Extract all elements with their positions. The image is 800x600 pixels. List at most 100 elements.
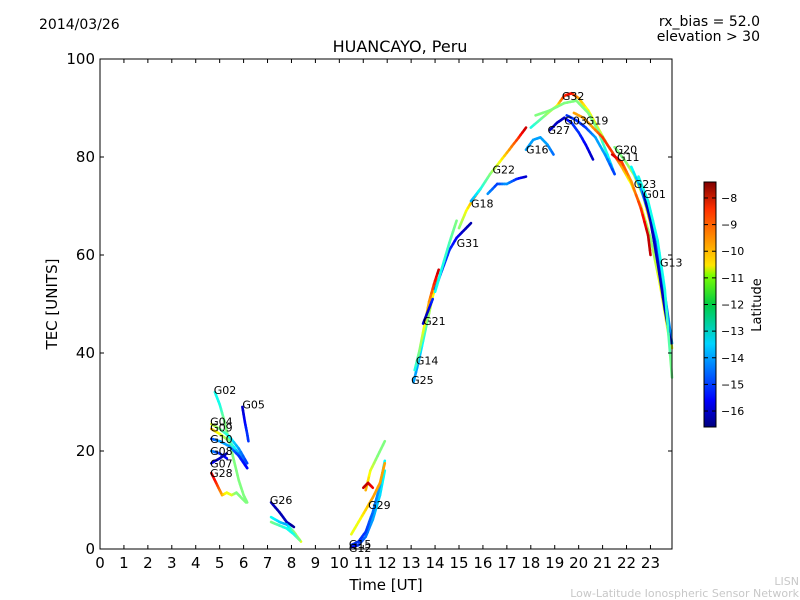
series-segment [430,297,435,304]
colorbar-tick-label: −8 [721,192,737,205]
colorbar-tick-label: −9 [721,219,737,232]
series-G29 [349,461,387,536]
prn-label-G31: G31 [457,237,480,250]
series-segment [651,248,657,263]
colorbar-tick-label: −12 [721,299,744,312]
x-tick-label: 20 [569,554,588,572]
series-G11 [610,153,652,257]
series-segment [610,168,616,176]
x-tick-label: 0 [95,554,105,572]
series-G16 [524,136,555,156]
series-G14 [413,268,441,372]
x-tick-label: 3 [167,554,177,572]
series-segment [656,251,661,265]
series-segment [659,263,665,279]
prn-label-G26: G26 [270,494,293,507]
series-G15 [349,469,387,549]
x-tick-label: 1 [119,554,129,572]
x-tick-label: 10 [330,554,349,572]
series-segment [522,126,528,132]
series-segment [649,219,654,233]
series-segment [656,239,661,254]
series-segment [646,199,652,213]
y-tick-label: 20 [76,442,95,460]
y-ticks: 0 20 40 60 80 100 [66,50,672,558]
series-segment [467,221,473,227]
series-segment [652,240,658,254]
series-G31b [433,219,458,294]
x-tick-label: 9 [311,554,321,572]
series-segment [656,261,661,276]
prn-label-G05: G05 [242,399,265,412]
prn-label-G29: G29 [368,499,391,512]
x-tick-label: 5 [215,554,225,572]
prn-label-G07: G07 [210,457,233,470]
series-G10 [210,437,249,470]
series-segment [649,209,655,222]
series-G27 [548,116,595,161]
prn-label-G09: G09 [210,422,233,435]
x-tick-label: 23 [641,554,660,572]
y-tick-label: 60 [76,246,95,264]
series-G04 [210,422,249,465]
x-tick-label: 13 [402,554,421,572]
series-segment [649,236,655,251]
rx-bias-label: rx_bias = 52.0 [658,14,760,30]
plot-frame [99,58,673,550]
series-segment [658,272,663,287]
prn-label-G10: G10 [210,433,233,446]
prn-label-G27: G27 [548,124,571,137]
prn-label-G15: G15 [349,538,372,551]
series-segment [646,228,652,240]
prn-label-G04: G04 [210,416,233,429]
series-segment [667,317,672,333]
series-G28 [210,471,248,504]
credit-short: LISN [774,575,799,588]
series-G29b [364,439,387,492]
series-segment [243,458,249,465]
series-segment [653,259,659,275]
x-tick-label: 19 [545,554,564,572]
x-tick-label: 7 [263,554,273,572]
y-tick-label: 100 [66,50,95,68]
credit-long: Low-Latitude Ionospheric Sensor Network [570,587,799,600]
series-segment [290,524,296,529]
series-segment [667,332,672,357]
series-segment [223,452,229,457]
x-tick-label: 17 [497,554,516,572]
y-tick-label: 0 [85,540,95,558]
x-tick-label: 2 [143,554,153,572]
series-segment [658,251,663,267]
colorbar-ticks: −8 −9 −10 −11 −12 −13 −14 −15 −16 [704,192,744,418]
series-G26 [269,501,296,529]
colorbar-tick-label: −11 [721,272,744,285]
x-tick-label: 6 [239,554,249,572]
date-label: 2014/03/26 [39,17,120,33]
series-segment [370,485,375,490]
series-segment [661,295,667,311]
x-ticks: 0 1 2 3 4 5 6 7 8 9 10 11 12 13 14 15 16 17 18 19 20 21 22 23 [95,59,660,572]
series-G19b [565,114,616,176]
series-segment [665,310,670,335]
prn-label-G13: G13 [660,256,683,269]
prn-label-G20: G20 [615,144,638,157]
y-axis-label: TEC [UNITS] [43,259,61,351]
colorbar-tick-label: −13 [721,325,744,338]
prn-label-G19: G19 [586,114,609,127]
series-segment [243,499,248,504]
series-segment [382,461,387,470]
prn-label-G18: G18 [471,198,494,211]
series-segment [663,287,668,313]
series-segment [243,463,249,470]
colorbar-tick-label: −16 [721,405,744,418]
elevation-label: elevation > 30 [656,29,760,45]
series-segment [296,537,302,542]
prn-label-G01: G01 [643,188,666,201]
series-segment [223,455,229,460]
x-tick-label: 15 [449,554,468,572]
prn-label-G02: G02 [214,384,237,397]
x-tick-label: 18 [521,554,540,572]
series-segment [522,175,528,179]
series-segment [589,154,595,161]
